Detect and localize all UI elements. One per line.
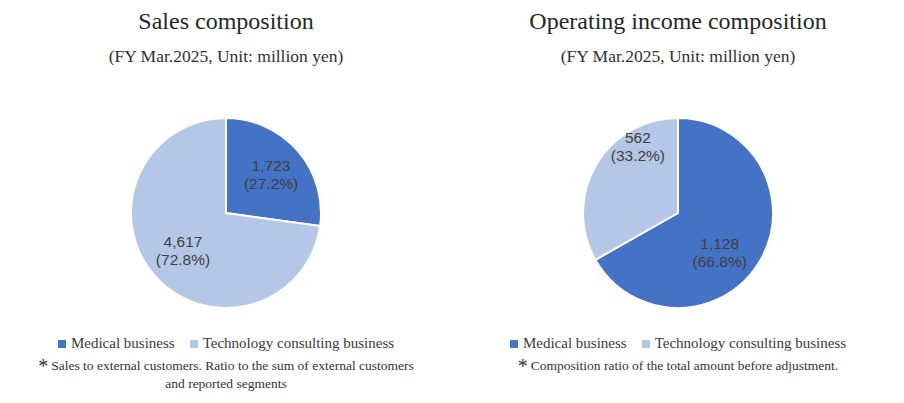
legend-label-medical: Medical business [71,335,175,352]
legend-swatch-technology-icon [190,340,198,348]
legend-item-technology: Technology consulting business [190,335,394,352]
legend-item-medical: Medical business [58,335,175,352]
pie-chart-sales: 1,723(27.2%) 4,617(72.8%) [126,113,326,313]
legend-item-technology: Technology consulting business [642,335,846,352]
chart-title-operating-income: Operating income composition [529,7,826,36]
chart-section-operating-income: Operating income composition (FY Mar.202… [452,0,904,403]
legend-operating-income: Medical business Technology consulting b… [510,335,846,352]
chart-subtitle-operating-income: (FY Mar.2025, Unit: million yen) [561,46,796,67]
pie-data-label: 1,128(66.8%) [693,235,747,270]
footnote-text-sales: Sales to external customers. Ratio to th… [51,358,414,391]
legend-swatch-medical-icon [510,340,518,348]
legend-label-technology: Technology consulting business [203,335,394,352]
page: Sales composition (FY Mar.2025, Unit: mi… [0,0,904,403]
chart-title-sales: Sales composition [138,7,313,36]
chart-subtitle-sales: (FY Mar.2025, Unit: million yen) [109,46,344,67]
footnote-asterisk-icon: * [518,355,528,377]
footnote-asterisk-icon: * [38,355,48,377]
legend-label-medical: Medical business [523,335,627,352]
pie-data-label: 1,723(27.2%) [244,156,298,191]
footnote-operating-income: *Composition ratio of the total amount b… [518,357,838,375]
footnote-sales: *Sales to external customers. Ratio to t… [27,357,425,393]
chart-section-sales: Sales composition (FY Mar.2025, Unit: mi… [0,0,452,403]
legend-label-technology: Technology consulting business [655,335,846,352]
footnote-text-operating-income: Composition ratio of the total amount be… [531,358,838,373]
legend-item-medical: Medical business [510,335,627,352]
legend-swatch-medical-icon [58,340,66,348]
legend-swatch-technology-icon [642,340,650,348]
pie-data-label: 4,617(72.8%) [156,233,210,268]
pie-chart-operating-income: 1,128(66.8%)562(33.2%) [578,113,778,313]
legend-sales: Medical business Technology consulting b… [58,335,394,352]
